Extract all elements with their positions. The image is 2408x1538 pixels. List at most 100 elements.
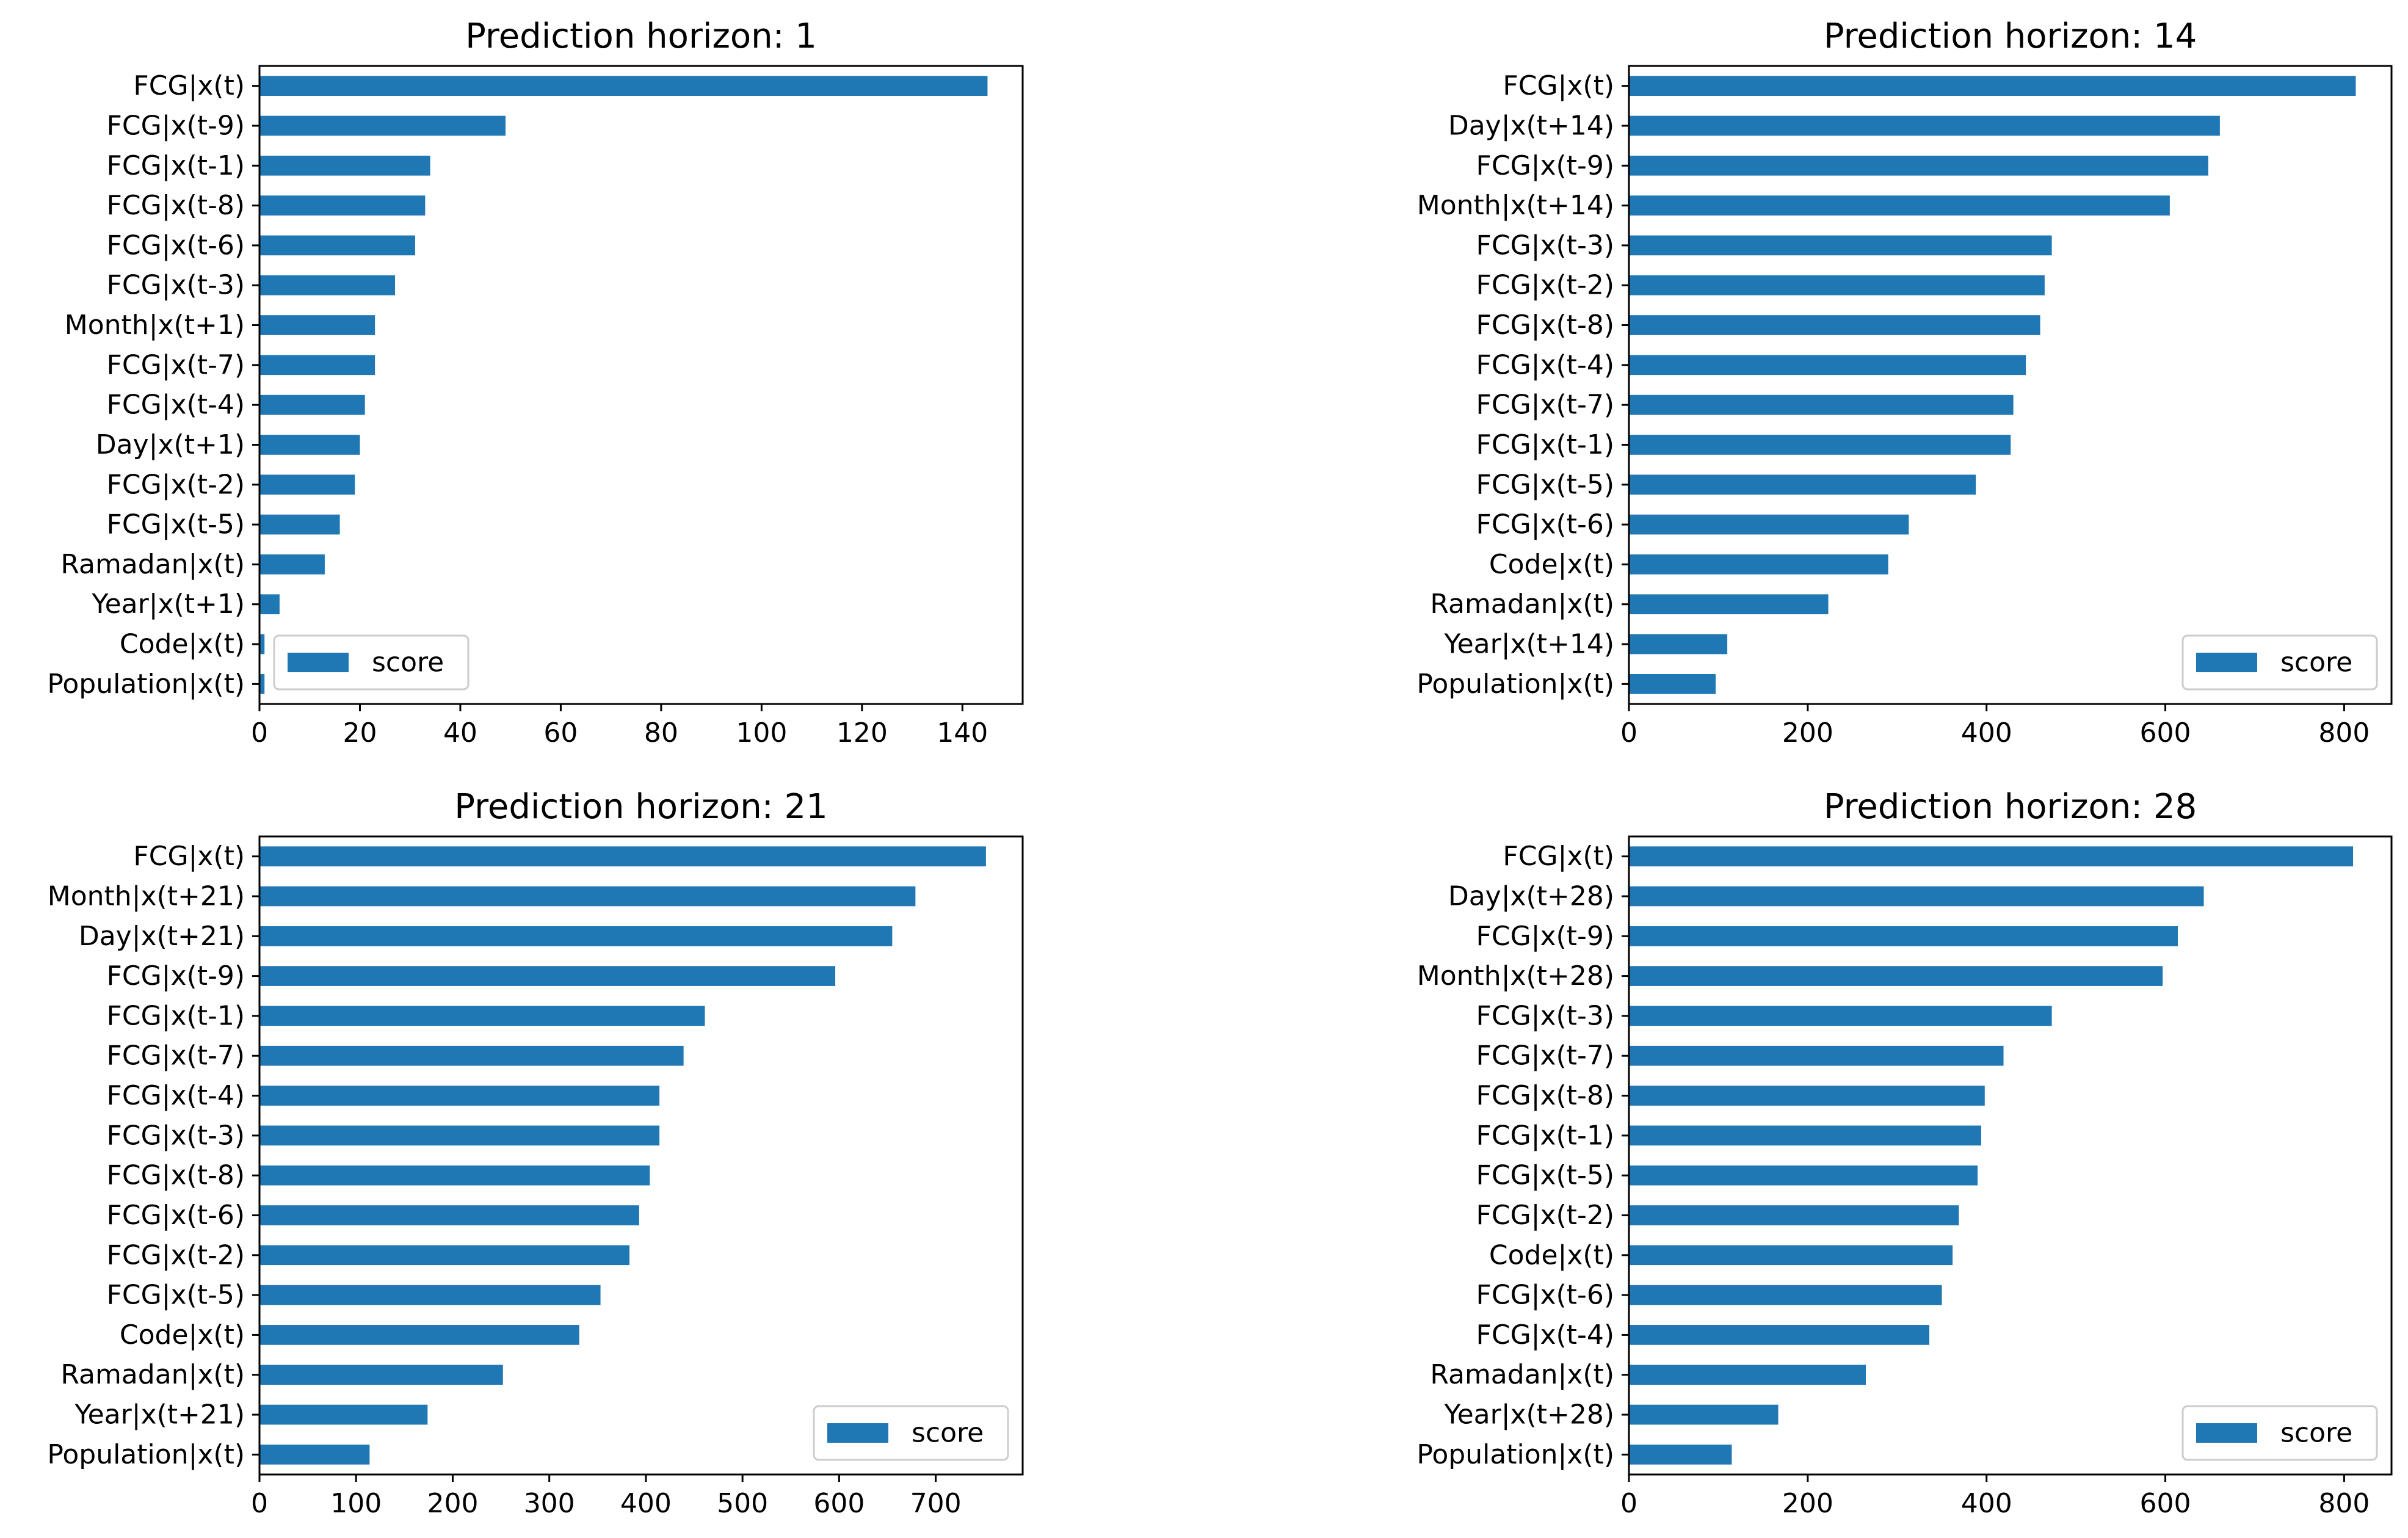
category-label: Ramadan|x(t) [1430,1359,1614,1390]
bar [1629,1404,1779,1425]
x-tick-label: 600 [2140,1488,2191,1519]
bar [259,594,280,615]
axes-frame [1628,65,2393,705]
bar [1629,1285,1942,1305]
bar [259,115,506,136]
legend-label: score [2280,647,2352,678]
x-tick-label: 0 [1620,1488,1637,1519]
bar [1629,1045,2004,1066]
category-label: FCG|x(t-7) [1476,390,1614,421]
chart-panel-4: FCG|x(t) Day|x(t+28) FCG|x(t-9) Month|x(t+2… [1416,787,2393,1519]
category-label: FCG|x(t-3) [1476,230,1614,261]
panel-title: Prediction horizon: 1 [465,16,817,56]
bar [1629,926,2178,946]
x-tick-label: 400 [1961,1488,2012,1519]
bar [259,1006,705,1026]
bar [259,1325,579,1345]
bar [1629,1325,1929,1345]
category-label: Ramadan|x(t) [60,1359,245,1390]
category-label: FCG|x(t-3) [1476,1000,1614,1031]
bar [259,315,375,335]
bar [1629,674,1716,694]
category-label: FCG|x(t) [133,841,245,872]
bar [1629,355,2026,375]
x-tick-label: 200 [1782,1488,1833,1519]
bar [259,235,415,256]
category-label: FCG|x(t-7) [107,349,245,380]
bar [1629,1165,1978,1186]
bar [259,155,430,176]
category-label: FCG|x(t-3) [107,270,245,301]
category-label: FCG|x(t-8) [107,1160,245,1191]
x-tick-label: 120 [836,717,888,749]
category-label: FCG|x(t-7) [107,1040,245,1072]
bar [1629,886,2204,907]
bar [259,514,340,535]
legend: score [2181,1405,2378,1461]
category-label: Population|x(t) [47,1439,245,1470]
category-label: FCG|x(t-8) [107,190,245,221]
bar [1629,235,2052,256]
bar [259,926,893,946]
category-label: FCG|x(t-5) [107,1280,245,1311]
category-label: FCG|x(t-1) [107,150,245,181]
bar [1629,115,2220,136]
bar [259,886,916,907]
bar [1629,1445,1732,1465]
category-label: Month|x(t+21) [48,880,245,912]
x-tick-label: 0 [251,1488,268,1519]
legend: score [813,1405,1009,1461]
category-label: Year|x(t+21) [74,1399,245,1431]
category-label: FCG|x(t-4) [107,390,245,421]
category-label: FCG|x(t-8) [1476,310,1614,341]
category-label: FCG|x(t-6) [1476,509,1614,540]
bar [1629,1006,2052,1026]
bar [1629,315,2040,335]
bar [259,1205,639,1225]
category-label: Month|x(t+28) [1417,960,1614,992]
bar [1629,1365,1866,1385]
x-tick-label: 60 [543,717,578,749]
category-label: Code|x(t) [120,1319,245,1351]
bar [259,634,265,655]
bar [259,966,836,986]
chart-panel-1: FCG|x(t) FCG|x(t-9) FCG|x(t-1) FCG|x(t-8) FC… [47,16,1024,749]
category-label: Code|x(t) [1489,549,1614,580]
category-label: Month|x(t+14) [1417,190,1614,221]
bar [1629,435,2011,455]
bar [259,195,426,216]
x-tick-label: 80 [644,717,678,749]
bar [1629,1245,1953,1266]
legend-swatch [827,1423,888,1443]
bar [1629,594,1829,615]
legend: score [273,634,470,691]
category-label: FCG|x(t) [1503,841,1614,872]
category-label: FCG|x(t-4) [1476,349,1614,380]
category-label: Day|x(t+14) [1448,110,1614,141]
bar [259,275,396,296]
bar [259,674,265,694]
bar [259,435,360,455]
bar [259,355,375,375]
panel-title: Prediction horizon: 14 [1824,16,2197,56]
panel-title: Prediction horizon: 28 [1824,787,2197,827]
x-tick-label: 500 [717,1488,768,1519]
legend-swatch [2196,1423,2257,1443]
category-label: Year|x(t+28) [1444,1399,1614,1431]
x-tick-label: 0 [1620,717,1637,749]
category-label: FCG|x(t-5) [1476,1160,1614,1191]
category-label: FCG|x(t-5) [107,509,245,540]
x-tick-label: 100 [736,717,787,749]
bar [259,1086,660,1106]
bar [259,554,325,575]
category-label: Day|x(t+1) [96,429,245,460]
category-label: FCG|x(t-9) [107,110,245,141]
bar [1629,846,2354,866]
bar [259,1285,601,1305]
bar [259,1365,503,1385]
axes-frame [258,835,1024,1476]
axes-frame [258,65,1024,705]
category-label: Ramadan|x(t) [1430,589,1614,620]
category-label: FCG|x(t-8) [1476,1080,1614,1111]
bar [259,846,986,866]
